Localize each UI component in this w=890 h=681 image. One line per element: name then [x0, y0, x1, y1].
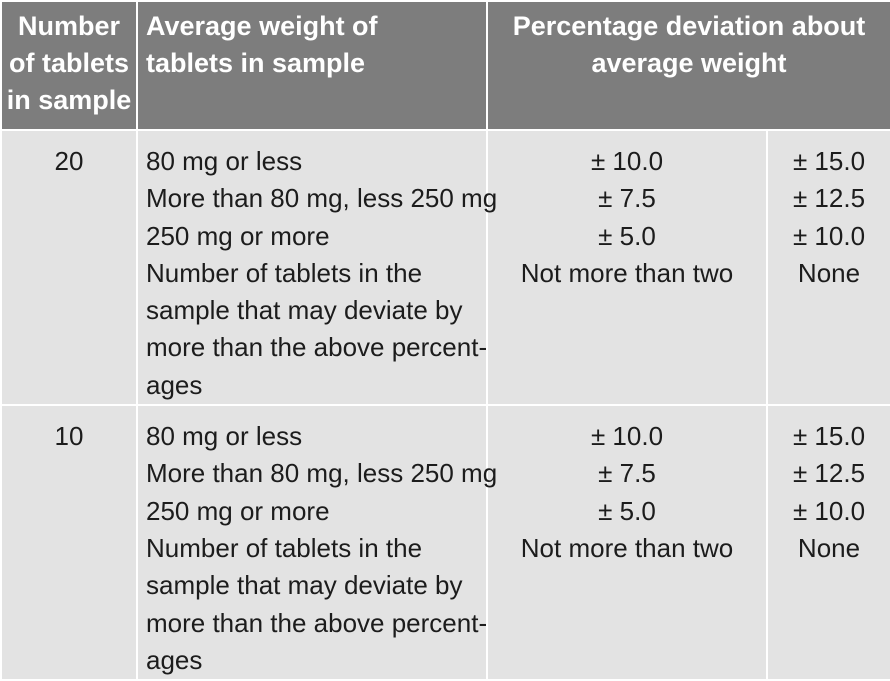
description-line: sample that may deviate by — [146, 295, 463, 326]
weight-description-cell: 80 mg or less More than 80 mg, less 250 … — [136, 128, 498, 407]
header-line: Percentage deviation about — [512, 11, 866, 41]
deviation-value: ± 12.5 — [792, 458, 866, 489]
deviation-value: Not more than two — [520, 257, 734, 288]
description-line: more than the above percent- — [146, 332, 488, 363]
deviation-value: ± 5.0 — [598, 220, 656, 251]
header-percentage-deviation: Percentage deviation about average weigh… — [486, 0, 890, 131]
description-line: 250 mg or more — [146, 220, 330, 251]
deviation-value: ± 15.0 — [792, 421, 866, 452]
table-row: 20 80 mg or less More than 80 mg, less 2… — [0, 128, 890, 407]
description-line: ages — [146, 644, 203, 675]
deviation-value: ± 15.0 — [792, 146, 866, 176]
deviation-cell-second: ± 15.0 ± 12.5 ± 10.0 None — [766, 128, 890, 407]
header-row: Number of tablets in sample Average weig… — [0, 0, 890, 131]
description-line: sample that may deviate by — [146, 570, 463, 601]
deviation-value: None — [797, 257, 861, 288]
deviation-value: Not more than two — [520, 532, 734, 563]
deviation-cell-first: ± 10.0 ± 7.5 ± 5.0 Not more than two — [486, 404, 768, 681]
deviation-value: ± 7.5 — [598, 183, 656, 214]
deviation-cell-second: ± 15.0 ± 12.5 ± 10.0 None — [766, 404, 890, 681]
sample-size-cell: 20 — [0, 128, 138, 407]
deviation-value: ± 10.0 — [590, 421, 664, 452]
deviation-cell-first: ± 10.0 ± 7.5 ± 5.0 Not more than two — [486, 128, 768, 407]
sample-size-cell: 10 — [0, 404, 138, 681]
description-line: More than 80 mg, less 250 mg — [146, 458, 498, 489]
description-line: Number of tablets in the — [146, 532, 423, 563]
deviation-value: ± 12.5 — [792, 183, 866, 214]
table-row: 10 80 mg or less More than 80 mg, less 2… — [0, 404, 890, 681]
deviation-value: ± 7.5 — [598, 458, 656, 489]
deviation-value: ± 10.0 — [792, 495, 866, 526]
description-line: 80 mg or less — [146, 146, 303, 176]
weight-description-cell: 80 mg or less More than 80 mg, less 250 … — [136, 404, 498, 681]
header-line: average weight — [591, 48, 787, 78]
deviation-value: ± 10.0 — [792, 220, 866, 251]
header-line: Number — [17, 11, 120, 41]
deviation-value: ± 5.0 — [598, 495, 656, 526]
description-line: Number of tablets in the — [146, 257, 423, 288]
header-line: of tablets — [8, 48, 129, 78]
deviation-value: ± 10.0 — [590, 146, 664, 176]
header-line: tablets in sample — [146, 48, 366, 78]
header-average-weight: Average weight of tablets in sample — [136, 0, 488, 131]
description-line: 80 mg or less — [146, 421, 303, 452]
description-line: more than the above percent- — [146, 607, 488, 638]
description-line: ages — [146, 369, 203, 400]
header-number-of-tablets: Number of tablets in sample — [0, 0, 138, 131]
description-line: More than 80 mg, less 250 mg — [146, 183, 498, 214]
header-line: in sample — [6, 85, 132, 115]
description-line: 250 mg or more — [146, 495, 330, 526]
header-line: Average weight of — [146, 11, 378, 41]
deviation-value: None — [797, 532, 861, 563]
